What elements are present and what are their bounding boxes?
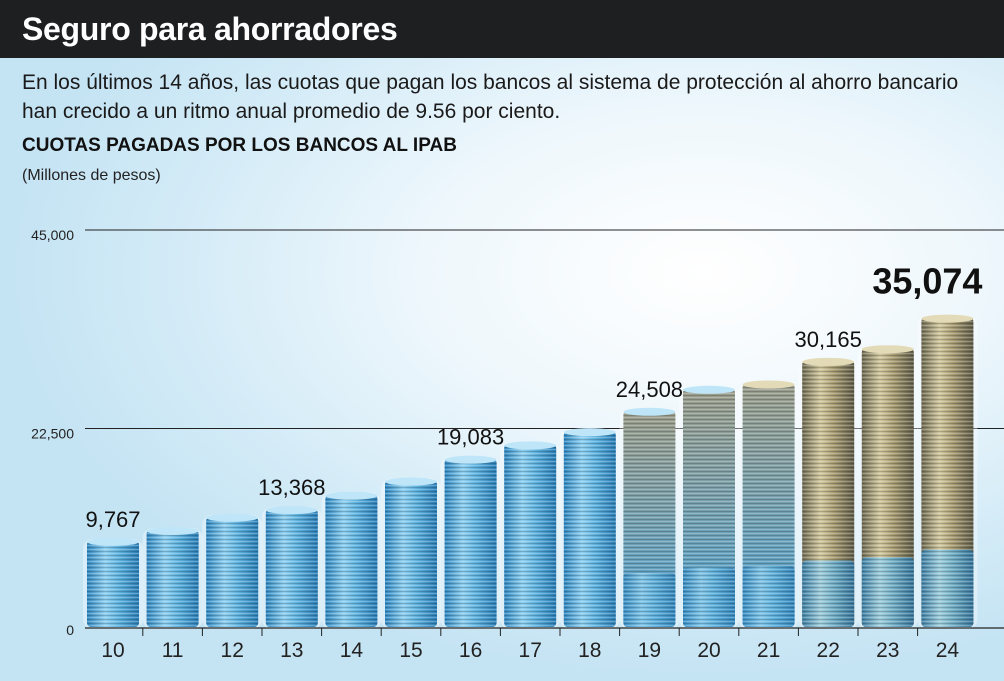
coin-stack-bar [679, 385, 739, 629]
x-tick-label: 12 [221, 639, 244, 662]
x-tick-label: 14 [340, 639, 364, 662]
data-label: 9,767 [85, 507, 140, 532]
x-tick-label: 23 [876, 639, 899, 662]
x-tick-label: 17 [519, 639, 542, 662]
coin-stack-bar [381, 477, 441, 629]
x-tick-label: 13 [280, 639, 303, 662]
chart-units: (Millones de pesos) [22, 167, 161, 184]
x-tick-label: 20 [697, 639, 720, 662]
x-tick-label: 19 [638, 639, 661, 662]
x-tick-label: 10 [101, 639, 124, 662]
coin-stack-bar [83, 537, 143, 629]
coin-stack-bar [440, 455, 501, 629]
x-tick-label: 15 [399, 639, 422, 662]
y-tick-label: 22,500 [31, 426, 74, 442]
data-label: 35,074 [872, 261, 982, 302]
coin-stack-bar [619, 407, 680, 629]
data-label: 19,083 [437, 425, 504, 450]
x-tick-label: 21 [757, 639, 780, 662]
coin-stack-bar [261, 506, 322, 629]
coin-stack-bar [500, 441, 561, 629]
y-tick-label: 45,000 [31, 227, 74, 243]
data-label: 30,165 [795, 327, 862, 352]
x-tick-label: 24 [936, 639, 960, 662]
x-tick-label: 18 [578, 639, 601, 662]
data-label: 13,368 [258, 475, 325, 500]
coin-stack-bar [738, 380, 799, 629]
data-label: 24,508 [616, 377, 683, 402]
y-tick-label: 0 [66, 622, 74, 638]
coin-stack-bar [917, 314, 978, 629]
coin-stack-bar [798, 357, 859, 629]
coin-stack-bar [559, 428, 620, 629]
title-bar: Seguro para ahorradores [0, 0, 1004, 58]
subtitle: En los últimos 14 años, las cuotas que p… [22, 71, 959, 123]
x-tick-label: 11 [162, 639, 184, 662]
chart-title: CUOTAS PAGADAS POR LOS BANCOS AL IPAB [22, 135, 457, 156]
coin-stack-bar [857, 345, 918, 629]
x-tick-label: 22 [817, 639, 840, 662]
coin-stack-bar [142, 526, 203, 629]
coin-stack-bar [321, 491, 382, 629]
page-title: Seguro para ahorradores [22, 11, 398, 47]
coin-stack-bar [202, 513, 263, 629]
x-tick-label: 16 [459, 639, 482, 662]
